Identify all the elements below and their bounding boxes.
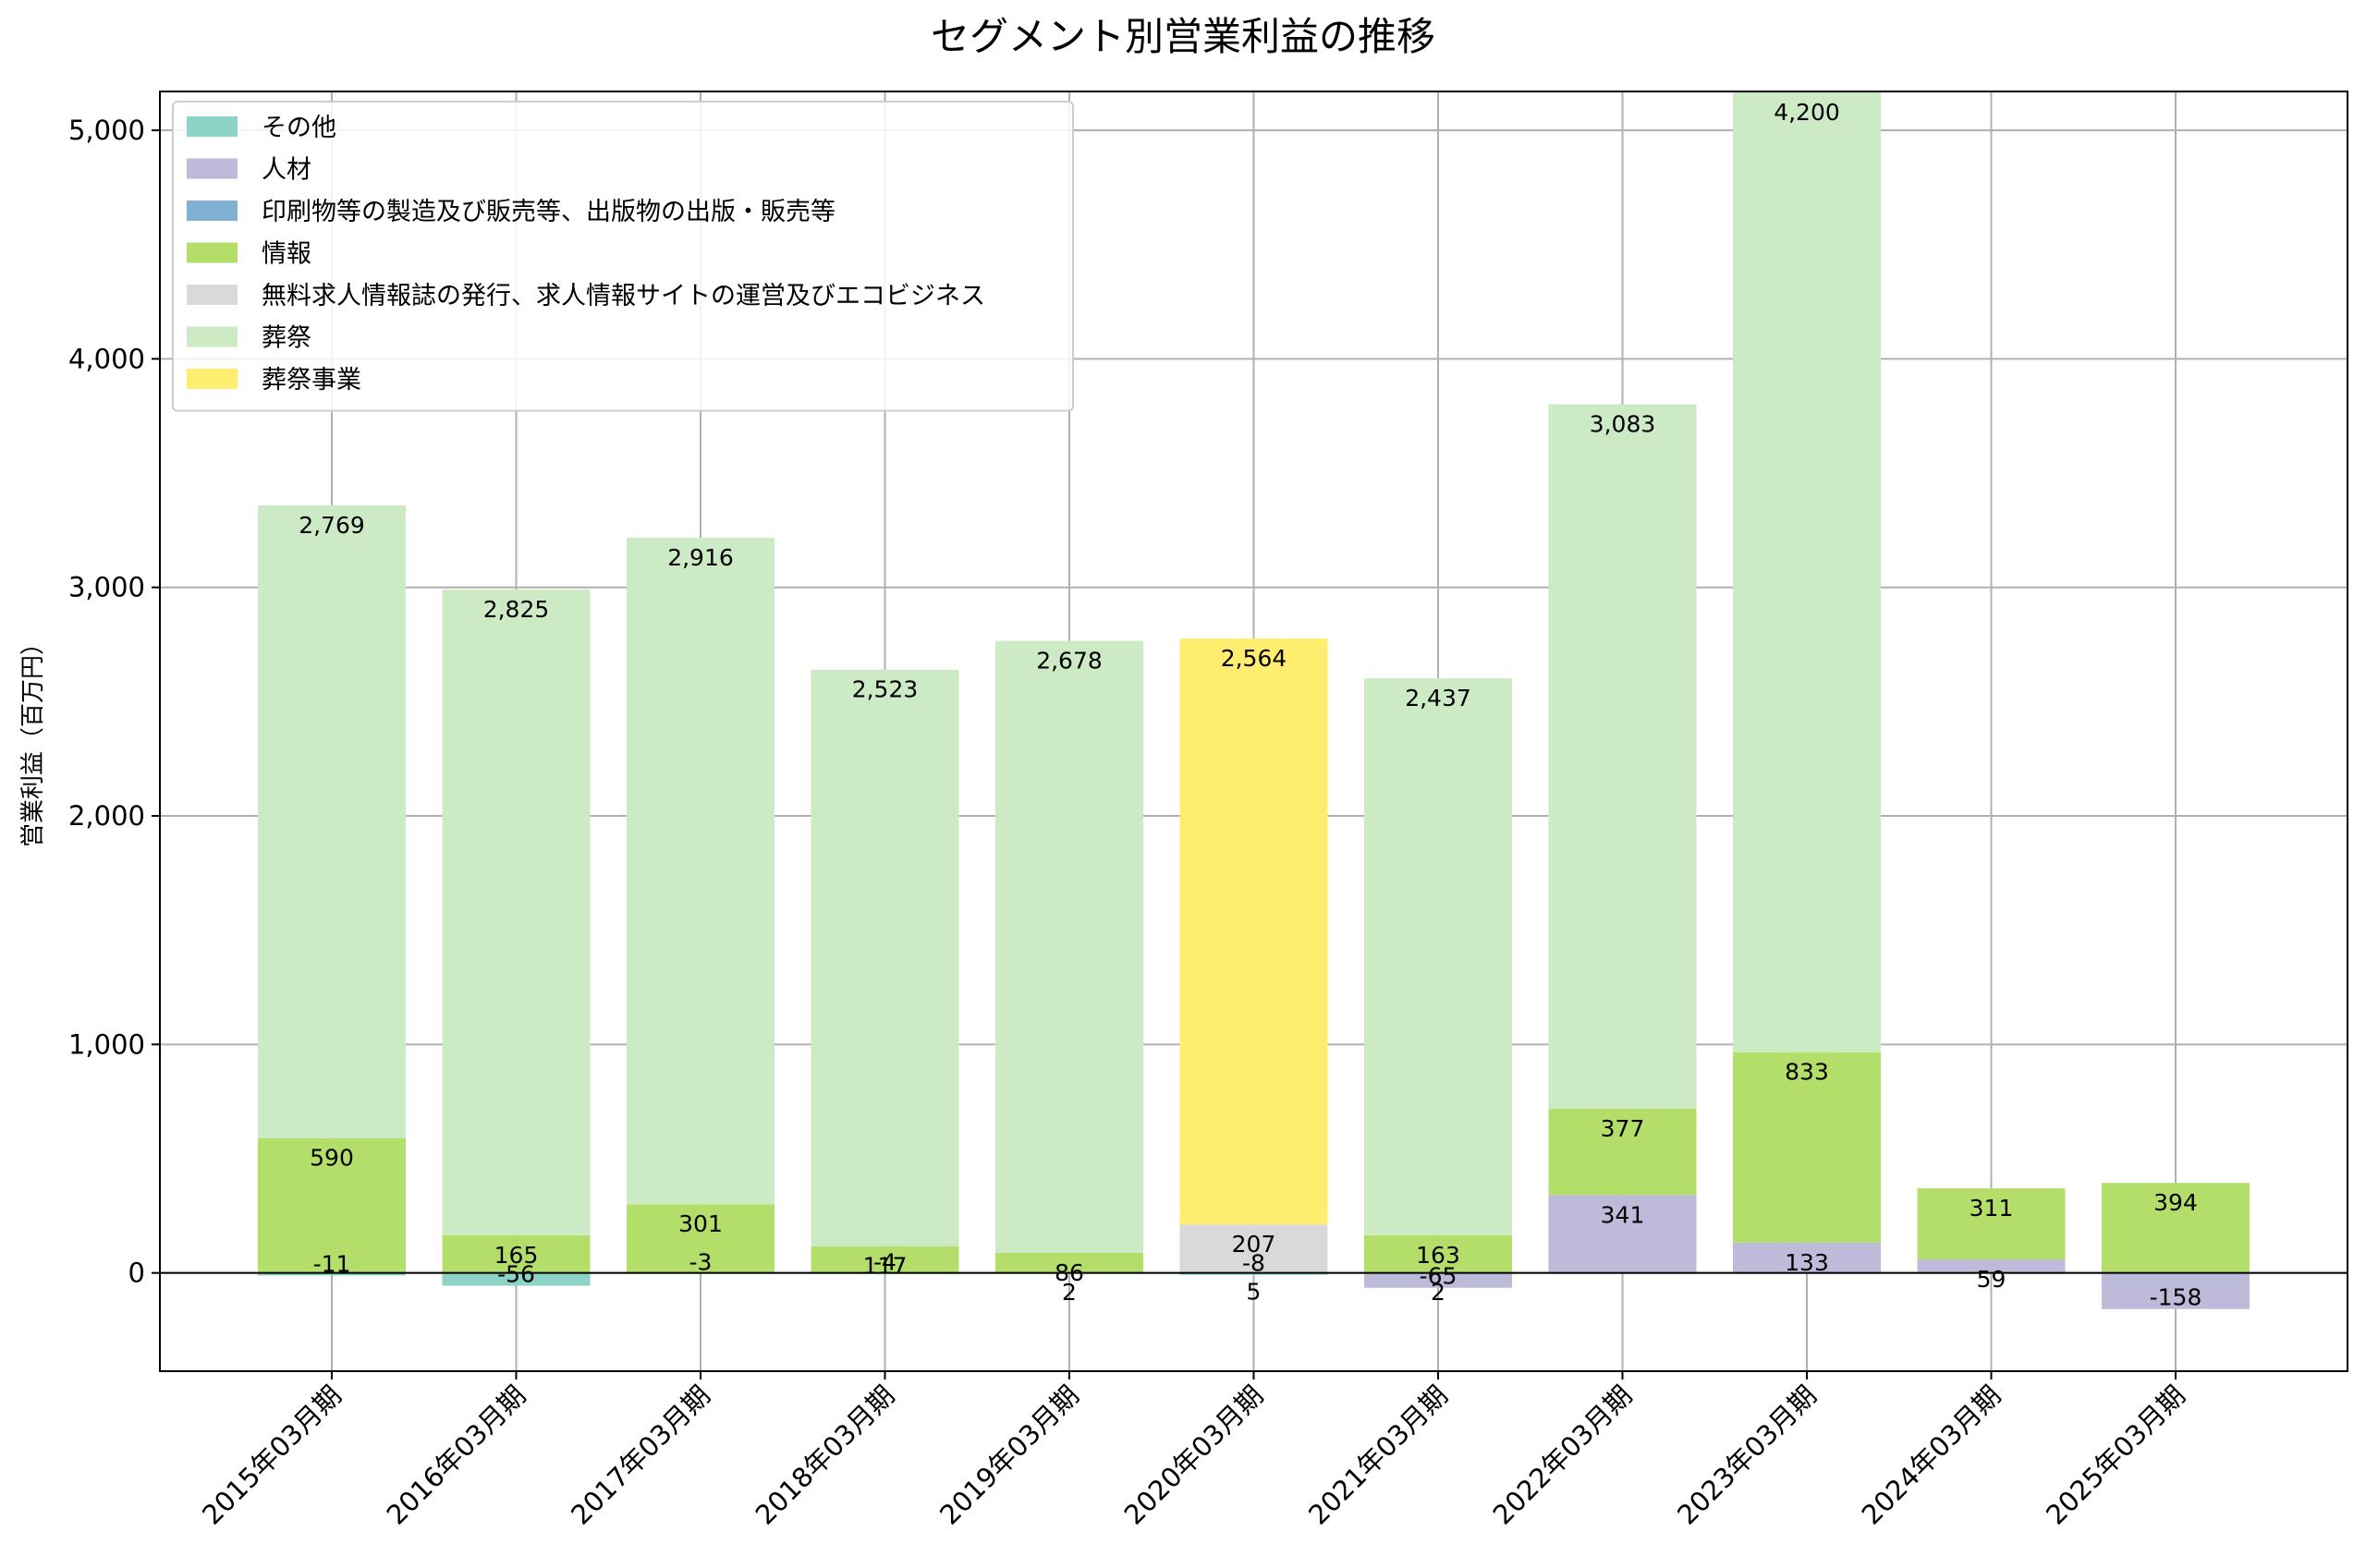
data-label: -8 xyxy=(1242,1250,1265,1277)
bar-segment xyxy=(442,1234,591,1273)
data-label: -3 xyxy=(689,1248,713,1275)
data-label: 59 xyxy=(1977,1266,2006,1293)
y-tick-label: 0 xyxy=(128,1258,145,1289)
legend-swatch xyxy=(187,326,238,347)
bar-segment xyxy=(258,1137,406,1273)
x-tick-label: 2018年03月期 xyxy=(750,1380,901,1531)
data-label: 163 xyxy=(1416,1242,1460,1269)
chart-title: セグメント別営業利益の推移 xyxy=(931,14,1435,59)
bar-segment xyxy=(1548,1109,1697,1196)
data-label: 394 xyxy=(2153,1189,2198,1216)
bar-segment xyxy=(1548,404,1697,1110)
legend-box xyxy=(172,101,1074,412)
data-label: 117 xyxy=(863,1253,908,1280)
y-tick-label: 3,000 xyxy=(68,572,145,603)
bar-segment xyxy=(995,640,1143,1253)
bar-segment xyxy=(1179,1224,1328,1272)
legend-label: 情報 xyxy=(262,240,311,269)
bar-segment xyxy=(1179,638,1328,1225)
data-label: 2 xyxy=(1431,1279,1445,1306)
bar-segment xyxy=(1548,1195,1697,1273)
bar-segment xyxy=(258,504,406,1138)
bar-segment xyxy=(995,1252,1143,1273)
x-tick-label: 2016年03月期 xyxy=(381,1380,532,1531)
data-label: 311 xyxy=(1970,1195,2014,1222)
x-tick-label: 2019年03月期 xyxy=(933,1380,1085,1531)
data-label: -158 xyxy=(2150,1284,2202,1311)
legend-label: 葬祭 xyxy=(262,324,311,353)
x-tick-label: 2024年03月期 xyxy=(1856,1380,2007,1531)
bar-segment xyxy=(1733,1051,1881,1243)
bar-segment xyxy=(442,590,591,1235)
data-label: 833 xyxy=(1785,1059,1829,1086)
data-label: 301 xyxy=(678,1210,723,1237)
bars xyxy=(258,91,2250,1309)
x-tick-label: 2022年03月期 xyxy=(1487,1380,1639,1531)
bar-segment xyxy=(2102,1272,2250,1309)
legend: その他人材印刷物等の製造及び販売等、出版物の出版・販売等情報無料求人情報誌の発行… xyxy=(172,101,1074,412)
bar-segment xyxy=(811,669,959,1246)
y-tick-label: 4,000 xyxy=(68,343,145,374)
data-label: 4,200 xyxy=(1774,99,1840,126)
bar-segment xyxy=(1364,678,1512,1235)
legend-swatch xyxy=(187,242,238,263)
bar-segment xyxy=(1733,1242,1881,1273)
y-tick-label: 2,000 xyxy=(68,800,145,832)
data-label: -65 xyxy=(1420,1263,1457,1290)
data-label: 207 xyxy=(1232,1231,1276,1258)
data-label: 377 xyxy=(1601,1115,1645,1142)
data-label: 2,437 xyxy=(1405,685,1471,711)
data-label: 2,825 xyxy=(483,596,550,623)
bar-segment xyxy=(811,1246,959,1273)
data-label: 3,083 xyxy=(1590,411,1656,438)
x-tick-label: 2015年03月期 xyxy=(196,1380,348,1531)
data-label: 86 xyxy=(1055,1259,1084,1286)
legend-swatch xyxy=(187,201,238,221)
data-label: 2,523 xyxy=(852,676,919,703)
bar-segment xyxy=(1364,1272,1512,1288)
legend-swatch xyxy=(187,369,238,389)
bar-segment xyxy=(627,1204,774,1273)
data-label: 2,769 xyxy=(299,512,365,539)
data-label: 2,916 xyxy=(667,544,734,571)
legend-swatch xyxy=(187,158,238,179)
bar-segment xyxy=(1364,1234,1512,1273)
legend-label: その他 xyxy=(262,114,336,142)
bar-segment xyxy=(627,538,774,1205)
bar-segment xyxy=(1917,1188,2066,1260)
x-tick-label: 2017年03月期 xyxy=(565,1380,716,1531)
x-tick-label: 2020年03月期 xyxy=(1118,1380,1270,1531)
data-label: -56 xyxy=(497,1261,535,1288)
legend-label: 葬祭事業 xyxy=(262,366,361,395)
x-tick-label: 2021年03月期 xyxy=(1302,1380,1454,1531)
data-label: 165 xyxy=(494,1242,539,1269)
data-label: 2 xyxy=(1062,1279,1077,1306)
data-label: 341 xyxy=(1601,1201,1645,1228)
legend-swatch xyxy=(187,116,238,137)
bar-segment xyxy=(442,1272,591,1286)
bar-segment xyxy=(1733,91,1881,1052)
data-label: 5 xyxy=(1247,1278,1262,1305)
data-label: -11 xyxy=(313,1250,351,1277)
y-axis-label: 営業利益（百万円） xyxy=(19,631,47,847)
data-label: 590 xyxy=(310,1145,354,1172)
legend-label: 無料求人情報誌の発行、求人情報サイトの運営及びエコビジネス xyxy=(262,282,985,310)
legend-label: 人材 xyxy=(262,156,311,185)
bar-segment xyxy=(2102,1183,2250,1273)
x-tick-label: 2025年03月期 xyxy=(2040,1380,2191,1531)
bar-segment xyxy=(1917,1259,2066,1273)
data-label: 2,564 xyxy=(1221,645,1287,672)
data-label: -4 xyxy=(873,1249,896,1276)
y-tick-label: 5,000 xyxy=(68,115,145,146)
legend-label: 印刷物等の製造及び販売等、出版物の出版・販売等 xyxy=(262,198,835,226)
legend-swatch xyxy=(187,285,238,305)
data-label: 2,678 xyxy=(1036,648,1103,675)
data-label: 133 xyxy=(1785,1249,1829,1276)
y-tick-label: 1,000 xyxy=(68,1028,145,1060)
x-tick-label: 2023年03月期 xyxy=(1671,1380,1823,1531)
bar-segment xyxy=(258,1272,406,1276)
